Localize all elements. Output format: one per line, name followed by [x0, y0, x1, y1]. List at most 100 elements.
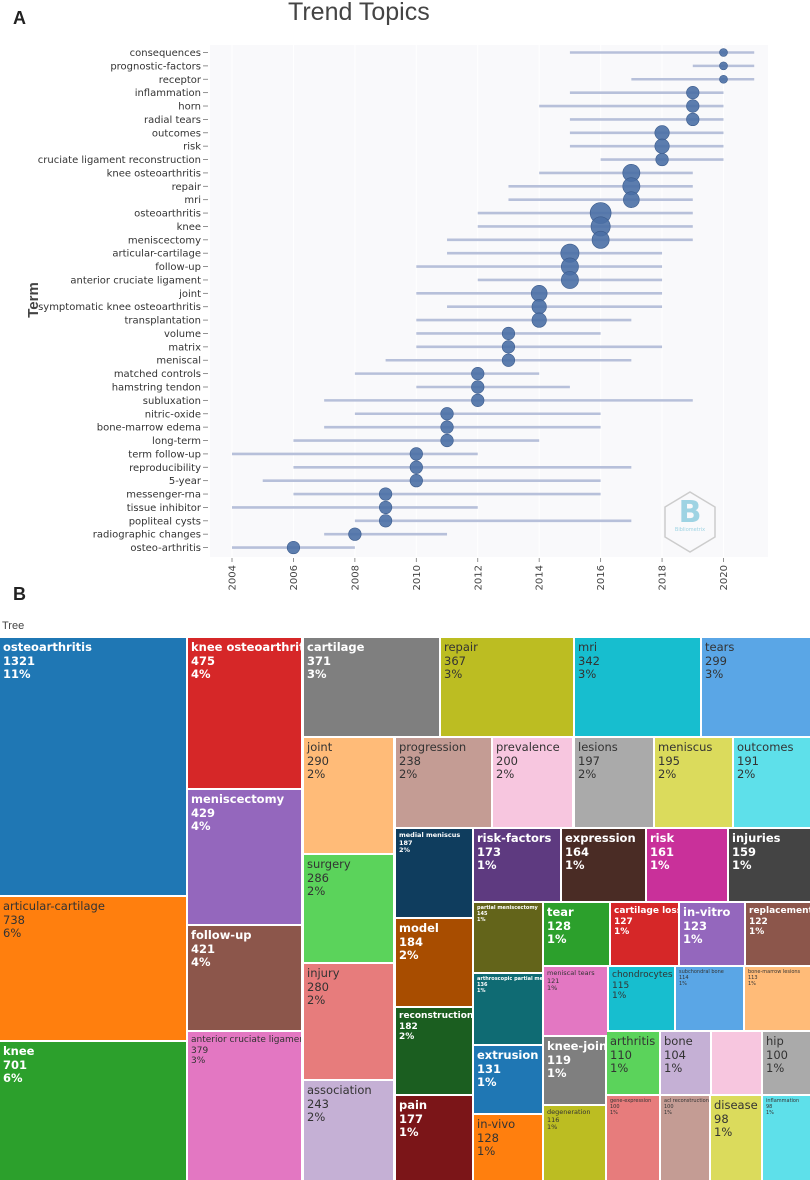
term-label: term follow-up [128, 449, 201, 460]
treemap-tile-name: follow-up [191, 928, 252, 942]
term-label: reproducibility [129, 463, 201, 474]
x-tick-label: 2010 [412, 565, 423, 590]
treemap-tile-value: 238 [399, 753, 421, 768]
term-median-point [591, 230, 610, 249]
treemap-tile: reconstruction 182 2% [396, 1008, 472, 1094]
treemap-tile-name: extrusion [477, 1048, 539, 1062]
treemap-tile-pct: 2% [307, 884, 326, 899]
treemap-tile-name: cartilage [307, 640, 365, 654]
term-label: nitric-oxide [145, 409, 201, 420]
treemap-tile-name: bone-marrow lesions [748, 969, 801, 975]
treemap-tile-pct: 1% [766, 1109, 774, 1116]
treemap-tile-value: 367 [444, 653, 466, 668]
treemap-tile: pain 177 1% [396, 1096, 472, 1180]
treemap-tile-value: 421 [191, 941, 216, 956]
treemap-tile-value: 184 [399, 934, 424, 949]
treemap-tile-pct: 2% [658, 767, 677, 782]
term-label: repair [172, 182, 202, 193]
treemap-tile-pct: 2% [399, 1032, 415, 1043]
treemap-tile-name: risk-factors [477, 831, 552, 845]
term-median-point [501, 340, 516, 354]
term-label: mri [184, 195, 201, 206]
treemap-tile: replacement 122 1% [746, 903, 810, 965]
treemap-tile: bone-marrow lesions 113 1% [745, 967, 810, 1030]
term-label: matched controls [114, 369, 201, 380]
term-label: follow-up [155, 262, 201, 273]
x-tick-label: 2016 [596, 565, 607, 590]
x-tick-label: 2004 [228, 565, 239, 590]
treemap-tile: mri 342 3% [575, 638, 700, 736]
term-label: transplantation [124, 316, 201, 327]
treemap-tile: anterior cruciate ligament 379 3% [188, 1032, 301, 1180]
treemap-tile-pct: 1% [766, 1061, 785, 1076]
term-label: long-term [152, 436, 201, 447]
chart-title: Trend Topics [288, 0, 430, 26]
treemap-tile-name: partial meniscectomy [477, 905, 538, 911]
term-median-point [286, 540, 301, 555]
treemap-tile [712, 1032, 761, 1094]
term-label: hamstring tendon [112, 383, 201, 394]
treemap-tile-pct: 1% [683, 932, 703, 947]
treemap-tile-name: risk [650, 831, 675, 845]
treemap-tile: knee osteoarthritis4754% [188, 638, 301, 788]
treemap-tile-value: 161 [650, 844, 675, 859]
treemap-tile-pct: 2% [496, 767, 515, 782]
x-tick-label: 2018 [658, 565, 669, 590]
treemap-tile: subchondral bone 114 1% [676, 967, 743, 1030]
treemap-tile-name: expression [565, 831, 636, 845]
treemap-tile-pct: 1% [477, 858, 497, 873]
treemap-tile-value: 280 [307, 979, 329, 994]
treemap-tile-pct: 1% [477, 987, 486, 994]
term-label: horn [178, 102, 201, 113]
treemap-tile-name: osteoarthritis [3, 640, 92, 654]
term-median-point [378, 500, 393, 515]
term-label: receptor [159, 75, 202, 86]
term-median-point [623, 191, 640, 208]
treemap-tile: bone 104 1% [661, 1032, 710, 1094]
term-median-point [686, 99, 700, 113]
y-axis-label: Term [25, 282, 42, 318]
treemap-tile: model 184 2% [396, 919, 472, 1006]
term-label: messenger-rna [126, 490, 201, 501]
treemap-tile-name: replacement [749, 906, 810, 916]
treemap-tile-value: 701 [3, 1057, 28, 1072]
treemap-tile-value: 123 [683, 918, 708, 933]
term-label: risk [183, 142, 201, 153]
term-label: tissue inhibitor [127, 503, 202, 514]
term-median-point [686, 86, 700, 100]
x-tick-label: 2012 [473, 565, 484, 590]
treemap-tile-pct: 11% [3, 667, 31, 682]
treemap-tile: association 243 2% [304, 1081, 393, 1180]
treemap-tile: lesions 197 2% [575, 738, 653, 827]
treemap-tile-pct: 1% [610, 1061, 629, 1076]
treemap-tile-name: mri [578, 640, 598, 654]
treemap-tile-pct: 1% [547, 1066, 567, 1081]
treemap-tile-pct: 1% [477, 1075, 497, 1090]
treemap-tile: repair 367 3% [441, 638, 573, 736]
treemap-tile: arthroscopic partial meniscectomy1361% [474, 974, 542, 1044]
treemap-tile-pct: 2% [307, 767, 326, 782]
treemap-tile-pct: 2% [307, 1110, 326, 1125]
x-tick-label: 2006 [289, 565, 300, 590]
term-label: symptomatic knee osteoarthritis [38, 302, 201, 313]
term-median-point [501, 353, 516, 367]
term-median-point [719, 48, 728, 57]
treemap-tile-name: in-vitro [683, 905, 731, 919]
treemap-tile-value: 145 [477, 910, 488, 917]
treemap-tile: injury 280 2% [304, 964, 393, 1079]
term-median-point [471, 393, 485, 407]
treemap-tile: knee-joint1191% [544, 1037, 605, 1104]
term-label: 5-year [169, 476, 202, 487]
watermark-logo-icon [664, 491, 716, 553]
term-median-point [440, 407, 454, 421]
treemap-tile-name: anterior cruciate ligament [191, 1035, 301, 1045]
treemap-tile-name: meniscectomy [191, 792, 285, 806]
treemap-tile: acl reconstruction 100 1% [661, 1096, 709, 1180]
treemap-tile-name: surgery [307, 857, 351, 871]
treemap-tile-value: 127 [614, 916, 633, 927]
treemap-tile: risk-factors 173 1% [474, 829, 560, 901]
treemap-chart: osteoarthritis 1321 11% articular-cartilage… [0, 638, 810, 1180]
term-label: knee osteoarthritis [107, 168, 201, 179]
term-label: anterior cruciate ligament [70, 275, 201, 286]
treemap-tile-name: injuries [732, 831, 781, 845]
